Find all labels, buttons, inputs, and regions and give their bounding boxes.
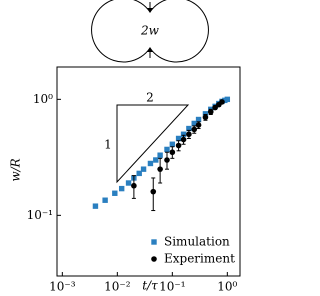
point (157, 166, 163, 172)
slope-triangle (116, 104, 190, 184)
x-tick-label: 10⁰ (217, 280, 237, 293)
point (140, 166, 147, 172)
point (157, 152, 163, 158)
point (164, 146, 170, 153)
legend-label: Simulation (164, 235, 230, 249)
y-tick-label: 10⁰ (33, 92, 53, 106)
point (175, 142, 182, 149)
point (118, 185, 125, 192)
diagram: 2w (91, 0, 209, 63)
point (131, 182, 137, 189)
point (191, 120, 197, 127)
page: {"diagram": {"label": "2w"}, "chart_data… (8, 0, 241, 294)
x-axis-label: t/τ (142, 279, 158, 293)
point (175, 135, 182, 142)
point (150, 188, 157, 195)
point (186, 131, 192, 138)
point (169, 149, 176, 156)
slope-label: 2 (146, 91, 154, 105)
point (180, 131, 187, 137)
point (207, 109, 214, 115)
point (136, 170, 142, 177)
y-axis-label: w/R (9, 158, 23, 181)
x-tick-label: 10⁻³ (49, 280, 76, 293)
legend-label: Experiment (164, 252, 235, 266)
y-tick-label: 10⁻¹ (27, 208, 53, 222)
point (224, 96, 231, 103)
point (102, 197, 108, 203)
legend-marker (151, 256, 157, 262)
point (125, 180, 132, 186)
point (92, 203, 99, 209)
point (186, 125, 192, 132)
point (164, 157, 170, 163)
point (112, 190, 118, 196)
point (202, 114, 209, 121)
x-tick-label: 10⁻¹ (159, 280, 185, 293)
legend-marker (151, 239, 157, 245)
x-tick-label: 10⁻² (104, 280, 131, 293)
slope-label: 1 (104, 138, 112, 152)
point (219, 99, 225, 105)
plot-frame (56, 66, 241, 277)
point (169, 141, 176, 147)
point (195, 116, 202, 123)
point (180, 136, 187, 143)
figure: 2w 2 1 t/τ w/R 10⁻³ 10⁻² 10⁻¹ 10⁰ 10⁻¹ 10⁰ Sim… (9, 0, 241, 294)
point (191, 126, 198, 133)
diagram-label: 2w (140, 24, 160, 38)
point (147, 160, 154, 167)
point (195, 122, 202, 128)
point (202, 111, 209, 117)
point (153, 157, 159, 163)
